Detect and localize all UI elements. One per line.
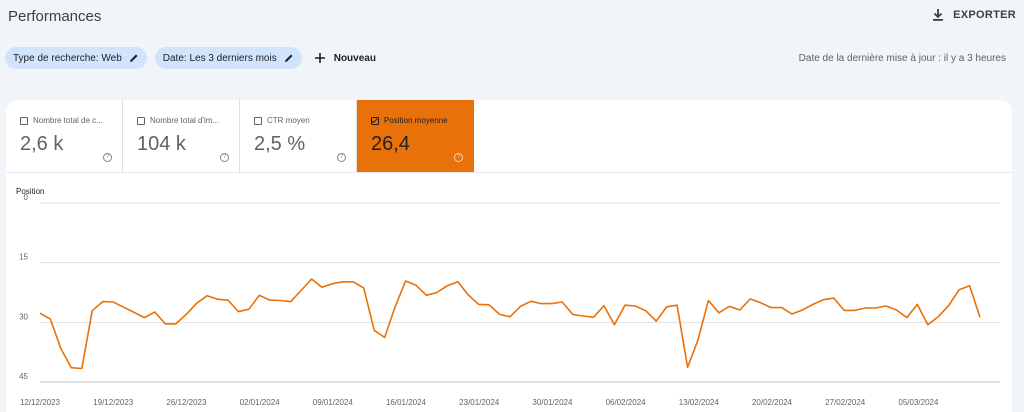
metric-average-position[interactable]: Position moyenne 26,4 ?: [357, 100, 474, 172]
edit-icon: [129, 54, 138, 62]
new-filter-label: Nouveau: [333, 52, 376, 64]
chip-label: Type de recherche: Web: [13, 52, 122, 64]
metric-average-ctr[interactable]: CTR moyen 2,5 % ?: [240, 100, 357, 172]
top-bar: Performances EXPORTER: [0, 0, 1024, 36]
y-axis-ticks: 0 15 30 45: [19, 193, 28, 381]
x-tick-label: 09/01/2024: [313, 398, 354, 407]
last-update-text: Date de la dernière mise à jour : il y a…: [798, 53, 1006, 64]
export-button[interactable]: EXPORTER: [931, 8, 1016, 22]
page-title: Performances: [8, 8, 102, 25]
checkbox[interactable]: [20, 117, 28, 125]
help-icon[interactable]: ?: [337, 153, 346, 162]
x-tick-label: 06/02/2024: [606, 398, 647, 407]
x-tick-label: 16/01/2024: [386, 398, 427, 407]
metric-label: Position moyenne: [384, 116, 448, 125]
x-tick-label: 20/02/2024: [752, 398, 793, 407]
x-tick-label: 13/02/2024: [679, 398, 720, 407]
y-axis-title: Position: [16, 187, 44, 196]
x-tick-label: 26/12/2023: [166, 398, 207, 407]
y-tick-label: 30: [19, 312, 28, 321]
metric-value: 26,4: [371, 133, 410, 155]
checkbox[interactable]: [254, 117, 262, 125]
edit-icon: [284, 54, 293, 62]
date-filter-chip[interactable]: Date: Les 3 derniers mois: [154, 47, 302, 69]
y-tick-label: 0: [24, 193, 29, 202]
position-line-chart: Position 0 15 30 45 12/12/2023 19/12/2023 26/…: [16, 187, 1000, 407]
metric-label: CTR moyen: [267, 116, 310, 125]
metric-total-clicks[interactable]: Nombre total de c... 2,6 k ?: [6, 100, 123, 172]
x-tick-label: 05/03/2024: [898, 398, 939, 407]
metric-total-impressions[interactable]: Nombre total d'im... 104 k ?: [123, 100, 240, 172]
x-tick-label: 30/01/2024: [532, 398, 573, 407]
metric-value: 2,6 k: [20, 133, 64, 155]
x-tick-label: 12/12/2023: [20, 398, 61, 407]
metric-cards: Nombre total de c... 2,6 k ? Nombre tota…: [6, 100, 474, 172]
chart-grid: [40, 202, 1000, 383]
filter-bar: Type de recherche: Web Date: Les 3 derni…: [5, 47, 376, 69]
y-tick-label: 15: [19, 253, 28, 262]
x-tick-label: 23/01/2024: [459, 398, 500, 407]
help-icon[interactable]: ?: [103, 153, 112, 162]
chart-series: [39, 278, 981, 370]
x-tick-label: 02/01/2024: [240, 398, 281, 407]
performance-card: Nombre total de c... 2,6 k ? Nombre tota…: [6, 100, 1012, 412]
new-filter-button[interactable]: Nouveau: [314, 52, 376, 64]
metric-label: Nombre total de c...: [33, 116, 103, 125]
y-tick-label: 45: [19, 372, 28, 381]
metric-value: 104 k: [137, 133, 186, 155]
plus-icon: [314, 53, 325, 63]
checkbox-checked[interactable]: [371, 117, 379, 125]
help-icon[interactable]: ?: [454, 153, 463, 162]
checkbox[interactable]: [137, 117, 145, 125]
x-tick-label: 19/12/2023: [93, 398, 134, 407]
series-points: [40, 279, 980, 369]
series-line-position: [39, 278, 981, 370]
metric-value: 2,5 %: [254, 133, 306, 155]
divider: [6, 172, 1012, 173]
download-icon: [933, 9, 944, 21]
search-type-filter-chip[interactable]: Type de recherche: Web: [5, 47, 147, 69]
chip-label: Date: Les 3 derniers mois: [162, 52, 277, 64]
metric-label: Nombre total d'im...: [150, 116, 220, 125]
help-icon[interactable]: ?: [220, 153, 229, 162]
x-tick-label: 27/02/2024: [825, 398, 866, 407]
x-axis-ticks: 12/12/2023 19/12/2023 26/12/2023 02/01/2024…: [20, 398, 939, 407]
export-label: EXPORTER: [953, 9, 1016, 21]
